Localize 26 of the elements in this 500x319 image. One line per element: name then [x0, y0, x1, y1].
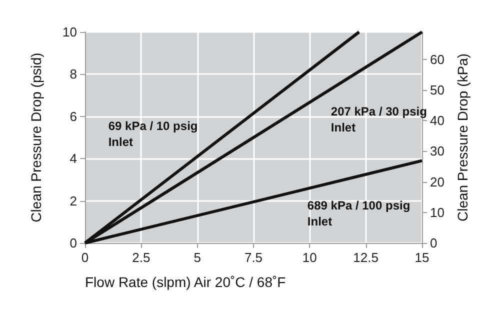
- x-tick-label: 2.5: [132, 250, 150, 265]
- y-tick-label: 10: [62, 24, 77, 40]
- y-tick-label: 8: [70, 66, 77, 82]
- x-tick-label: 0: [81, 250, 89, 265]
- y2-tick-label: 0: [430, 236, 438, 250]
- series-label: 689 kPa / 100 psig Inlet: [307, 198, 414, 229]
- y-tick-label: 0: [70, 236, 77, 250]
- y2-axis-title: Clean Pressure Drop (kPa): [454, 53, 470, 222]
- y2-tick-label: 50: [430, 82, 444, 98]
- series-label: 69 kPa / 10 psig Inlet: [108, 119, 202, 150]
- y-tick-label: 6: [70, 108, 77, 124]
- x-tick-label: 10: [302, 250, 317, 265]
- y2-tick-label: 20: [430, 174, 444, 190]
- x-tick-label: 7.5: [244, 250, 263, 265]
- y-tick-label: 4: [70, 151, 77, 166]
- x-axis-title: Flow Rate (slpm) Air 20˚C / 68˚F: [85, 274, 286, 290]
- y2-tick-label: 30: [430, 144, 444, 159]
- y2-tick-label: 40: [430, 113, 444, 128]
- x-tick-label: 5: [194, 250, 201, 265]
- y-axis-title: Clean Pressure Drop (psid): [28, 52, 44, 222]
- y-tick-label: 2: [70, 193, 77, 208]
- x-tick-label: 12.5: [353, 250, 378, 265]
- y2-tick-label: 60: [430, 52, 444, 67]
- x-tick-label: 15: [414, 250, 430, 265]
- series-label: 207 kPa / 30 psig Inlet: [330, 104, 430, 134]
- y2-tick-label: 10: [430, 204, 444, 220]
